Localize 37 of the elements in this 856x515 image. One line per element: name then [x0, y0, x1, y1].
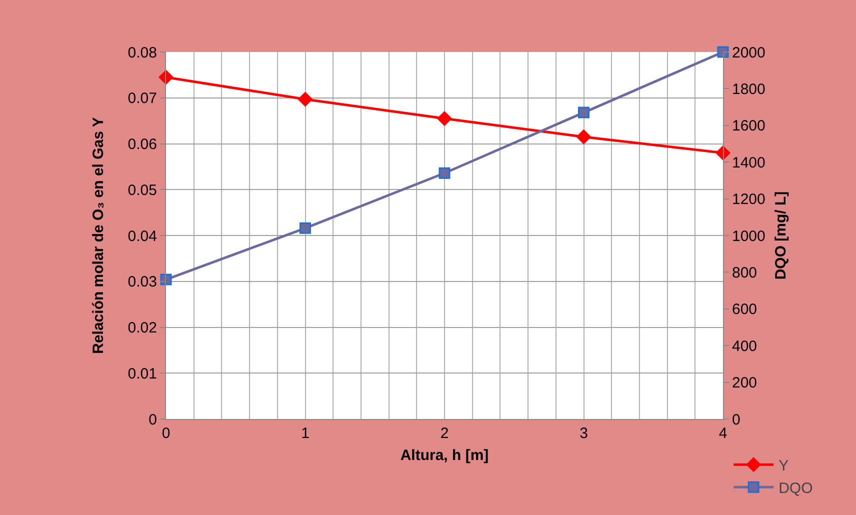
y2-tick-label: 600: [732, 301, 758, 318]
point: [717, 46, 729, 58]
legend-label: DQO: [778, 480, 813, 497]
y2-tick-label: 2000: [732, 44, 766, 62]
y2-tick-label: 200: [732, 374, 758, 392]
y-tick-label: 0.04: [128, 228, 157, 245]
y-tick-label: 0.08: [128, 44, 157, 62]
y-tick-label: 0.02: [128, 320, 157, 336]
y2-tick-label: 0: [732, 411, 740, 428]
point: [576, 130, 591, 144]
point: [578, 106, 590, 118]
y2-tick-label: 400: [732, 338, 758, 355]
y-tick-label: 0.03: [128, 274, 157, 291]
x-tick-label: 3: [580, 425, 588, 442]
y-tick-label: 0.05: [128, 182, 157, 199]
y-tick-label: 0.06: [128, 136, 157, 153]
y-tick-label: 0.01: [128, 365, 157, 382]
x-tick-label: 4: [718, 425, 728, 442]
y-tick-label: 0: [148, 411, 157, 428]
legend-label: Y: [778, 457, 789, 474]
point: [438, 167, 450, 179]
point: [300, 222, 311, 234]
x-tick-label: 2: [440, 425, 449, 442]
y2-axis-title: DQO [mg/ L]: [772, 191, 790, 280]
point: [298, 92, 312, 106]
y2-tick-label: 1200: [732, 191, 766, 208]
y2-tick-label: 1800: [732, 80, 766, 98]
y2-tick-label: 1400: [732, 154, 766, 172]
x-axis-title: Altura, h [m]: [400, 447, 489, 464]
y2-tick-label: 800: [732, 264, 758, 282]
x-tick-label: 1: [301, 425, 310, 442]
y-tick-label: 0.07: [128, 90, 157, 108]
y2-tick-label: 1000: [732, 228, 766, 245]
x-tick-label: 0: [162, 425, 170, 442]
y2-tick-label: 1600: [732, 118, 766, 135]
y-axis-title: Relación molar de O₃ en el Gas Y: [90, 117, 108, 354]
point: [437, 111, 452, 126]
